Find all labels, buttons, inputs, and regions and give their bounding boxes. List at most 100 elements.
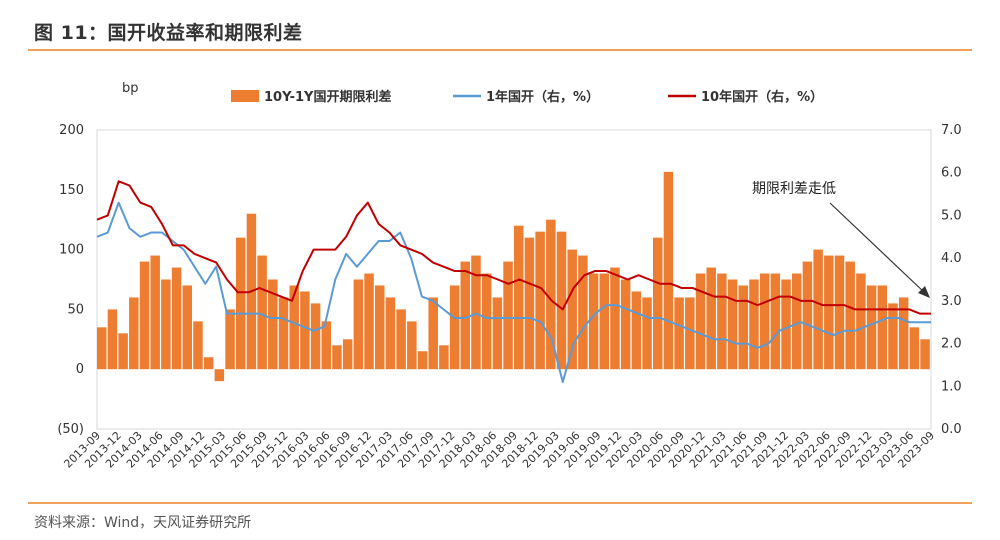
spread-bar: [631, 291, 642, 370]
rate-lines: [96, 180, 931, 384]
legend-swatch-spread: [231, 90, 259, 102]
spread-bar: [695, 273, 706, 370]
annotation-arrow-head: [918, 286, 930, 298]
spread-bar: [428, 297, 438, 370]
spread-bar: [268, 279, 278, 370]
plot-area-border: [96, 129, 932, 430]
spread-bar: [236, 237, 246, 370]
spread-bar: [535, 231, 545, 370]
spread-bar: [492, 297, 503, 370]
legend-label-one-year: 1年国开（右，%）: [486, 89, 599, 105]
spread-bar: [214, 369, 225, 382]
spread-bar: [546, 219, 556, 370]
spread-bar: [845, 261, 855, 370]
spread-bar: [802, 261, 813, 370]
right-tick-label: 5.0: [941, 208, 962, 223]
spread-bar: [439, 345, 449, 370]
spread-bar: [834, 255, 845, 370]
spread-bar: [749, 279, 759, 370]
spread-bar: [310, 303, 321, 370]
spread-bar: [257, 255, 267, 370]
right-tick-label: 1.0: [941, 379, 962, 394]
spread-bar: [674, 297, 684, 370]
annotation-arrow-line: [829, 202, 926, 294]
spread-bar: [278, 297, 289, 370]
left-tick-label: 50: [67, 302, 84, 317]
spread-bar: [578, 255, 588, 370]
right-tick-label: 0.0: [941, 422, 962, 437]
spread-bar: [524, 237, 535, 370]
chart: bp 200 150 100 50 0 (50) 7.0 6.0 5.0 4.0 3.0 2.0 1.0 0…: [57, 81, 962, 471]
annotation: 期限利差走低: [752, 181, 930, 298]
spread-bar: [97, 327, 107, 370]
spread-bar: [203, 357, 214, 370]
spread-bar: [129, 297, 139, 370]
spread-bar: [407, 321, 417, 370]
left-tick-label: 100: [59, 243, 84, 258]
spread-bar: [460, 261, 471, 370]
spread-bar: [781, 279, 791, 370]
spread-bar: [888, 303, 898, 370]
spread-bar: [321, 321, 332, 370]
spread-bar: [118, 333, 128, 370]
spread-bar: [385, 297, 396, 370]
spread-bar: [332, 345, 342, 370]
right-tick-label: 4.0: [941, 251, 962, 266]
spread-bar: [824, 255, 834, 370]
right-tick-label: 2.0: [941, 337, 962, 352]
spread-bar: [449, 285, 460, 370]
spread-bar: [342, 339, 353, 370]
annotation-text: 期限利差走低: [752, 181, 836, 197]
spread-bar: [481, 273, 492, 370]
spread-bar: [150, 255, 160, 370]
spread-bar: [620, 279, 631, 370]
source-note: 资料来源：Wind，天风证券研究所: [34, 515, 252, 531]
spread-bar: [289, 285, 299, 370]
spread-bar: [107, 309, 118, 370]
legend: 10Y-1Y国开期限利差 1年国开（右，%） 10年国开（右，%）: [231, 89, 823, 105]
spread-bar: [503, 261, 513, 370]
spread-bar: [139, 261, 150, 370]
spread-bars: [97, 171, 930, 382]
spread-bar: [417, 351, 428, 370]
spread-bar: [567, 249, 577, 370]
left-tick-label: 200: [59, 123, 84, 138]
title-rule: [28, 49, 972, 51]
spread-bar: [471, 255, 481, 370]
spread-bar: [898, 297, 909, 370]
right-tick-label: 3.0: [941, 294, 962, 309]
spread-bar: [717, 273, 727, 370]
spread-bar: [759, 273, 770, 370]
spread-bar: [161, 279, 171, 370]
left-tick-label: 0: [76, 362, 84, 377]
spread-bar: [642, 297, 652, 370]
spread-bar: [738, 285, 749, 370]
spread-bar: [920, 339, 930, 370]
spread-bar: [909, 327, 920, 370]
one-year-rate-line: [96, 201, 931, 384]
spread-bar: [866, 285, 877, 370]
spread-bar: [556, 231, 567, 370]
right-tick-label: 6.0: [941, 166, 962, 181]
spread-bar: [706, 267, 716, 370]
right-tick-label: 7.0: [941, 123, 962, 138]
spread-bar: [353, 279, 364, 370]
legend-label-spread: 10Y-1Y国开期限利差: [264, 89, 391, 105]
spread-bar: [727, 279, 738, 370]
figure-title: 图 11：国开收益率和期限利差: [34, 22, 303, 44]
chart-frame: [96, 129, 932, 430]
legend-label-ten-year: 10年国开（右，%）: [701, 89, 823, 105]
spread-bar: [685, 297, 695, 370]
source-rule: [28, 502, 972, 504]
spread-bar: [653, 237, 663, 370]
left-axis-unit: bp: [122, 81, 139, 96]
spread-bar: [770, 273, 781, 370]
spread-bar: [663, 171, 674, 370]
ten-year-rate-line: [96, 180, 931, 315]
left-tick-label: (50): [57, 422, 84, 437]
spread-bar: [396, 309, 406, 370]
spread-bar: [610, 267, 620, 370]
spread-bar: [588, 273, 599, 370]
spread-bar: [856, 273, 866, 370]
spread-bar: [599, 273, 610, 370]
